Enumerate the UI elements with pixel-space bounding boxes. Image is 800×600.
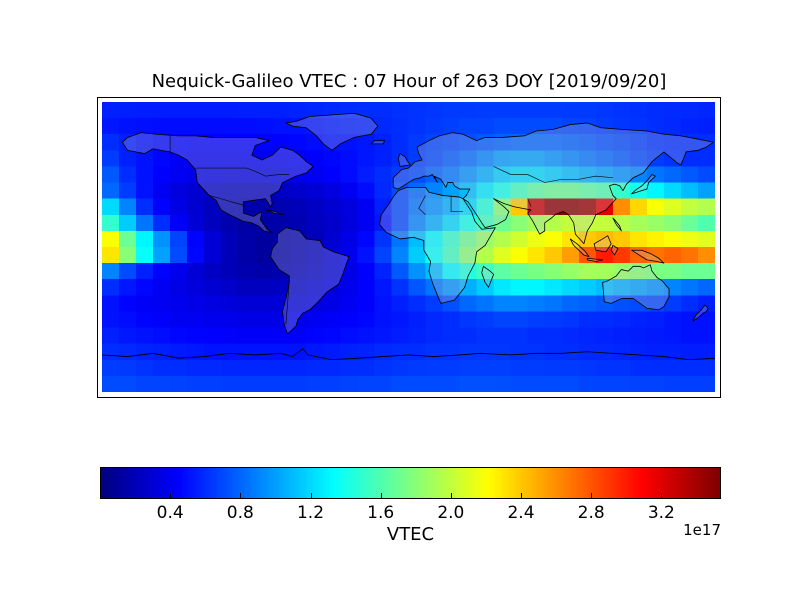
chart-title: Nequick-Galileo VTEC : 07 Hour of 263 DO…	[151, 71, 667, 92]
madagascar-outline	[482, 266, 494, 287]
world-map	[102, 102, 715, 392]
colorbar-tick-mark	[450, 493, 452, 498]
new-guinea-outline	[632, 250, 664, 263]
india-pakistan-border	[528, 199, 531, 207]
colorbar-tick-mark	[170, 493, 172, 498]
colorbar-label: VTEC	[386, 524, 435, 545]
colorbar-tick-mark	[310, 493, 312, 498]
cuba-outline	[265, 210, 282, 215]
philippines-outline	[613, 218, 622, 231]
colorbar-tick-label: 2.4	[507, 503, 535, 523]
eurasia-outline	[393, 123, 713, 244]
central-asia-borders	[494, 166, 613, 182]
north-america-outline	[122, 133, 313, 233]
colorbar-tick-mark	[521, 493, 523, 498]
colorbar-tick-label: 0.4	[156, 503, 184, 523]
colorbar-tick-label: 0.8	[226, 503, 254, 523]
country-borders	[170, 136, 613, 324]
us-canada-border	[196, 168, 290, 176]
coastlines-overlay	[102, 102, 715, 392]
chile-argentina-border	[286, 279, 289, 324]
africa-outline	[380, 187, 496, 303]
colorbar-tick-mark	[240, 493, 242, 498]
new-zealand-outline	[693, 305, 708, 321]
colorbar-tick-mark	[661, 493, 663, 498]
map-axes	[97, 97, 721, 398]
antarctica-coastline	[102, 349, 715, 360]
sulawesi-outline	[611, 245, 618, 255]
continent-outlines	[102, 113, 715, 360]
borneo-outline	[594, 236, 611, 252]
sumatra-outline	[570, 239, 589, 257]
colorbar-tick-label: 1.6	[367, 503, 395, 523]
uk-outline	[398, 154, 410, 167]
iceland-outline	[371, 141, 385, 144]
colorbar-tick-mark	[591, 493, 593, 498]
us-mexico-border	[209, 195, 243, 205]
colorbar-area: 0.4 0.8 1.2 1.6 2.0 2.4 2.8 3.2 VTEC 1e17	[100, 467, 721, 547]
colorbar-tick-label: 1.2	[296, 503, 325, 523]
colorbar-tick-label: 2.0	[437, 503, 465, 523]
colorbar	[100, 467, 721, 499]
colorbar-tick-label: 2.8	[577, 503, 605, 523]
colorbar-tick-label: 3.2	[647, 503, 675, 523]
colorbar-tick-mark	[380, 493, 382, 498]
greenland-outline	[286, 113, 378, 150]
south-america-outline	[271, 228, 349, 334]
africa-borders-2	[451, 195, 463, 211]
japan-outline	[632, 175, 656, 194]
colorbar-offset-label: 1e17	[683, 521, 721, 539]
java-outline	[587, 258, 602, 261]
africa-borders-1	[419, 195, 426, 214]
australia-outline	[603, 265, 669, 310]
vtec-heatmap-canvas	[102, 102, 715, 392]
